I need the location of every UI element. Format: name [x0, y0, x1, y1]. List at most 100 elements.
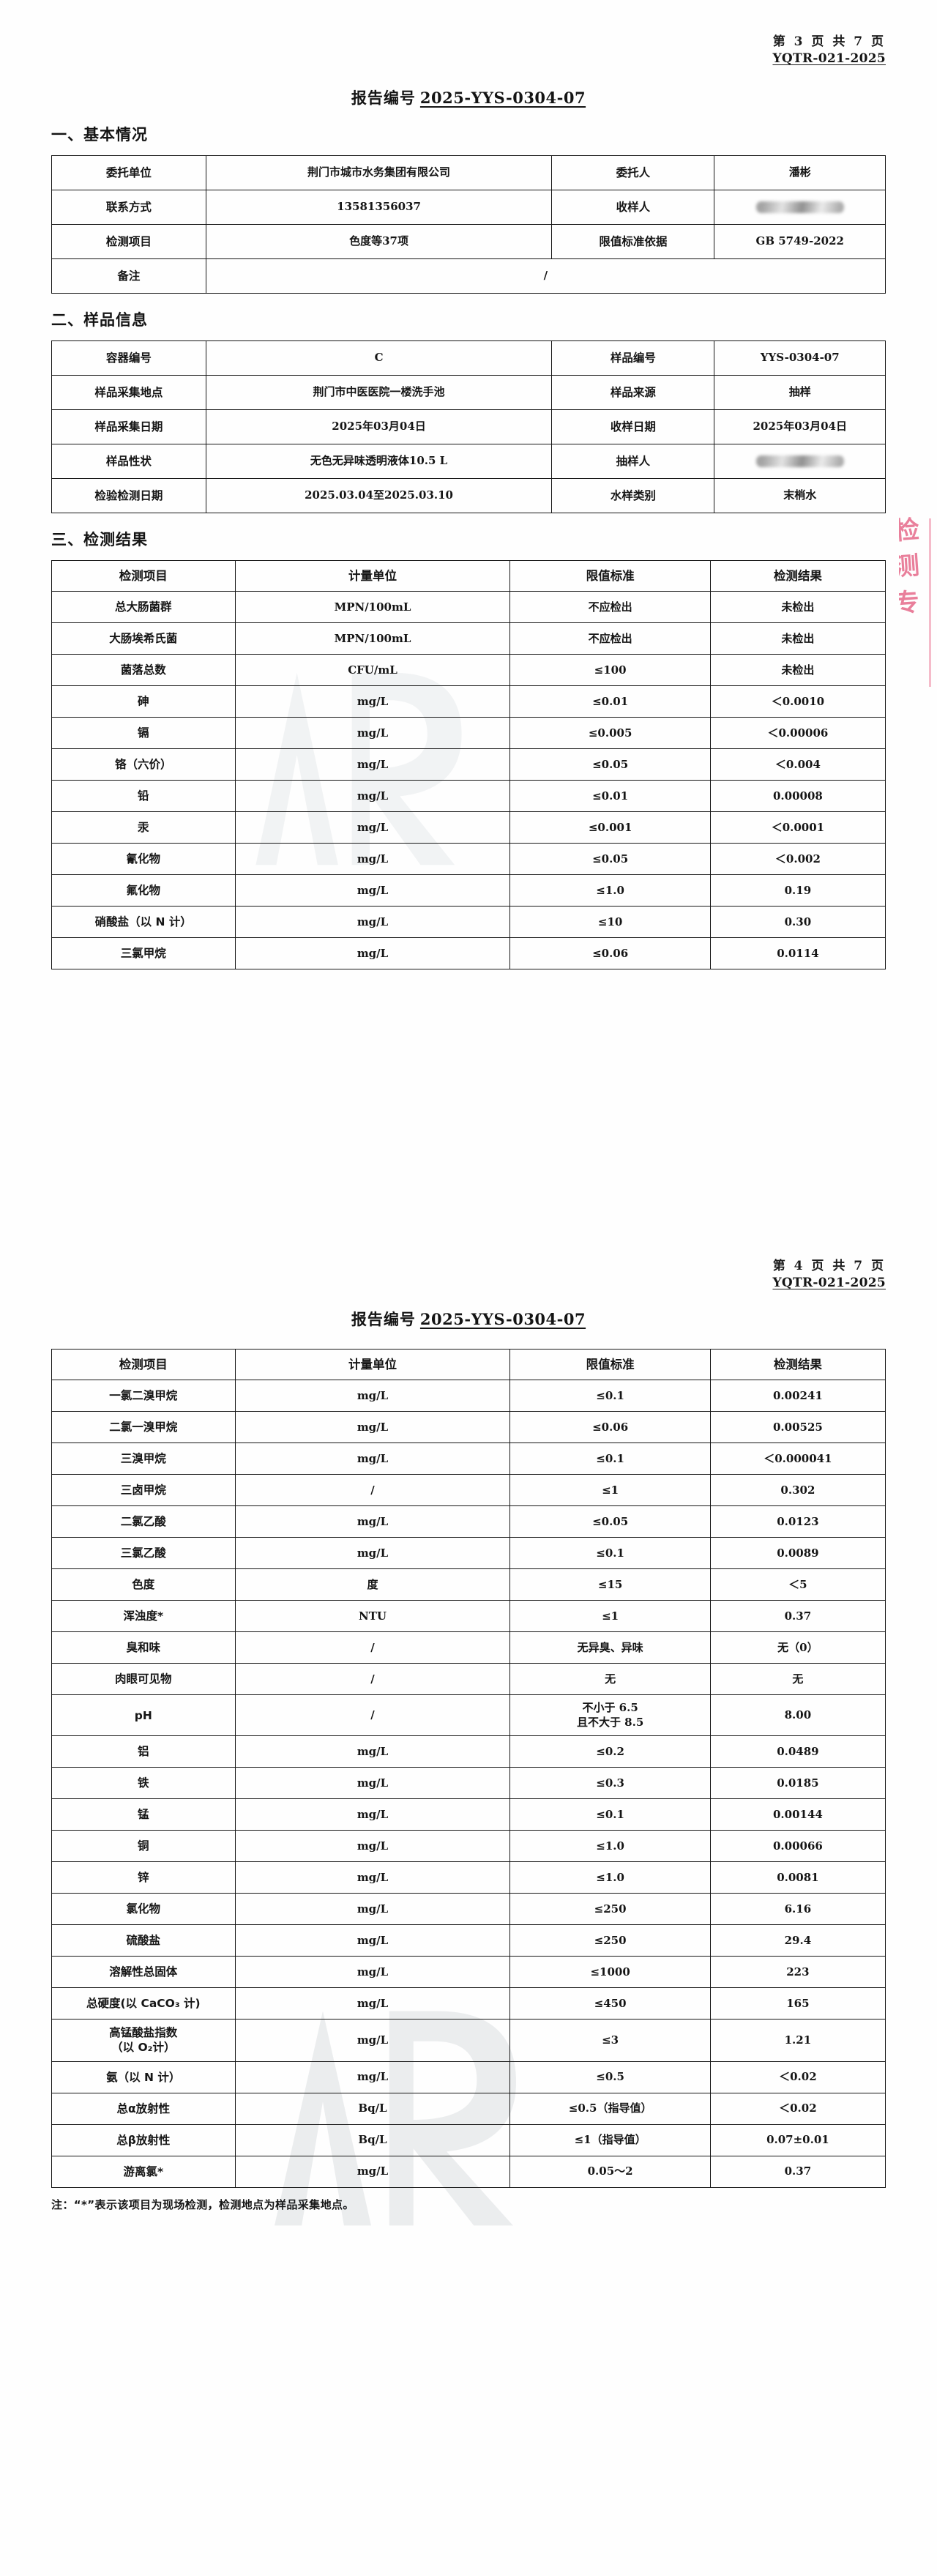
table-row: 三氯甲烷 mg/L ≤0.06 0.0114 [51, 937, 886, 970]
document-code: YQTR-021-2025 [772, 51, 886, 66]
cell-value: GB 5749-2022 [714, 223, 886, 259]
cell-test-item: 硫酸盐 [51, 1924, 236, 1957]
table-row: 备注 / [51, 258, 886, 294]
cell-test-item: 一氯二溴甲烷 [51, 1380, 236, 1412]
cell-limit: ≤3 [509, 2019, 711, 2062]
cell-label: 检测项目 [51, 223, 206, 259]
cell-result: 0.0489 [709, 1735, 886, 1768]
cell-result: ＜0.004 [709, 748, 886, 781]
table-row: 一氯二溴甲烷 mg/L ≤0.1 0.00241 [51, 1380, 886, 1412]
cell-label: 样品采集地点 [51, 374, 206, 410]
table-row: 臭和味 / 无异臭、异味 无（0） [51, 1631, 886, 1664]
cell-value: YYS-0304-07 [714, 340, 886, 376]
cell-test-item: 三氯乙酸 [51, 1537, 236, 1570]
cell-label: 联系方式 [51, 189, 206, 225]
report-number-label: 报告编号 [351, 88, 416, 107]
cell-unit: Bq/L [234, 2123, 511, 2156]
cell-unit: mg/L [234, 1380, 511, 1412]
cell-unit: mg/L [234, 1735, 511, 1768]
cell-label: 水样类别 [551, 477, 715, 513]
table-row: 氟化物 mg/L ≤1.0 0.19 [51, 874, 886, 907]
cell-limit: ≤1 [509, 1600, 711, 1633]
test-results-body-page4: 一氯二溴甲烷 mg/L ≤0.1 0.00241 二氯一溴甲烷 mg/L ≤0.06 0.00… [51, 1380, 886, 2188]
cell-result: 6.16 [709, 1893, 886, 1926]
column-header-unit: 计量单位 [234, 1348, 511, 1381]
table-header-row: 检测项目 计量单位 限值标准 检测结果 [51, 1348, 886, 1381]
table-row: 样品采集日期 2025年03月04日 收样日期 2025年03月04日 [51, 409, 886, 444]
table-row: 总硬度(以 CaCO₃ 计) mg/L ≤450 165 [51, 1987, 886, 2020]
cell-unit: mg/L [234, 874, 511, 907]
cell-value: 13581356037 [205, 189, 553, 225]
cell-unit: / [234, 1663, 511, 1696]
table-row: pH / 不小于 6.5 且不大于 8.5 8.00 [51, 1694, 886, 1737]
cell-test-item: 铁 [51, 1767, 236, 1800]
cell-result: ＜0.0010 [709, 685, 886, 718]
cell-limit: ≤1（指导值） [509, 2123, 711, 2156]
cell-test-item: 三卤甲烷 [51, 1474, 236, 1507]
cell-limit: 不小于 6.5 且不大于 8.5 [509, 1694, 711, 1737]
cell-label: 委托单位 [51, 155, 206, 190]
cell-unit: mg/L [234, 717, 511, 750]
cell-limit: ≤0.01 [509, 685, 711, 718]
cell-test-item: 溶解性总固体 [51, 1956, 236, 1989]
table-row: 铁 mg/L ≤0.3 0.0185 [51, 1767, 886, 1800]
cell-unit: mg/L [234, 780, 511, 813]
column-header-limit: 限值标准 [509, 1348, 711, 1381]
cell-limit: ≤0.001 [509, 811, 711, 844]
cell-label: 限值标准依据 [551, 223, 715, 259]
section-title-sample-info: 二、样品信息 [51, 310, 148, 329]
cell-result: 0.0185 [709, 1767, 886, 1800]
table-row: 联系方式 13581356037 收样人 [51, 189, 886, 225]
table-row: 游离氯* mg/L 0.05～2 0.37 [51, 2155, 886, 2188]
cell-limit: 无异臭、异味 [509, 1631, 711, 1664]
cell-test-item: 游离氯* [51, 2155, 236, 2188]
cell-test-item: 铝 [51, 1735, 236, 1768]
sample-info-table: 容器编号 C 样品编号 YYS-0304-07 样品采集地点 荆门市中医医院一楼… [51, 340, 886, 513]
cell-limit: 0.05～2 [509, 2155, 711, 2188]
cell-value: 潘彬 [714, 155, 886, 190]
cell-limit: ≤0.1 [509, 1380, 711, 1412]
cell-unit: mg/L [234, 1956, 511, 1989]
table-row: 汞 mg/L ≤0.001 ＜0.0001 [51, 811, 886, 844]
cell-test-item: 氟化物 [51, 874, 236, 907]
cell-unit: MPN/100mL [234, 591, 511, 624]
table-row: 总α放射性 Bq/L ≤0.5（指导值） ＜0.02 [51, 2092, 886, 2125]
cell-test-item: 氯化物 [51, 1893, 236, 1926]
table-row: 锌 mg/L ≤1.0 0.0081 [51, 1861, 886, 1894]
column-header-unit: 计量单位 [234, 559, 511, 592]
table-row: 氰化物 mg/L ≤0.05 ＜0.002 [51, 843, 886, 876]
cell-unit: NTU [234, 1600, 511, 1633]
cell-label: 样品来源 [551, 374, 715, 410]
cell-unit: mg/L [234, 748, 511, 781]
red-official-stamp-fragment: 检 测 专 [899, 513, 933, 696]
cell-test-item: 肉眼可见物 [51, 1663, 236, 1696]
cell-unit: mg/L [234, 906, 511, 939]
table-row: 肉眼可见物 / 无无 [51, 1663, 886, 1696]
cell-label: 收样日期 [551, 409, 715, 444]
cell-unit: CFU/mL [234, 654, 511, 687]
cell-value: 荆门市城市水务集团有限公司 [205, 155, 553, 190]
table-row: 铝 mg/L ≤0.2 0.0489 [51, 1735, 886, 1768]
cell-limit: ≤0.005 [509, 717, 711, 750]
cell-value: 荆门市中医医院一楼洗手池 [205, 374, 553, 410]
cell-unit: / [234, 1631, 511, 1664]
table-row: 镉 mg/L ≤0.005 ＜0.00006 [51, 717, 886, 750]
cell-test-item: 大肠埃希氏菌 [51, 622, 236, 655]
column-header-result: 检测结果 [709, 1348, 886, 1381]
cell-limit: ≤1 [509, 1474, 711, 1507]
cell-label: 容器编号 [51, 340, 206, 376]
cell-label: 检验检测日期 [51, 477, 206, 513]
cell-value: 2025年03月04日 [205, 409, 553, 444]
cell-limit: 无 [509, 1663, 711, 1696]
cell-result: 0.0081 [709, 1861, 886, 1894]
cell-limit: ≤10 [509, 906, 711, 939]
cell-limit: ≤0.1 [509, 1537, 711, 1570]
cell-unit: Bq/L [234, 2092, 511, 2125]
table-row: 锰 mg/L ≤0.1 0.00144 [51, 1798, 886, 1831]
cell-limit: ≤0.01 [509, 780, 711, 813]
report-page-4: 第 4 页 共 7 页 YQTR-021-2025 报告编号 2025-YYS-0… [0, 1245, 937, 2576]
cell-test-item: 氨（以 N 计） [51, 2061, 236, 2093]
cell-label: 收样人 [551, 189, 715, 225]
cell-result: 0.00241 [709, 1380, 886, 1412]
cell-result: ＜0.00006 [709, 717, 886, 750]
